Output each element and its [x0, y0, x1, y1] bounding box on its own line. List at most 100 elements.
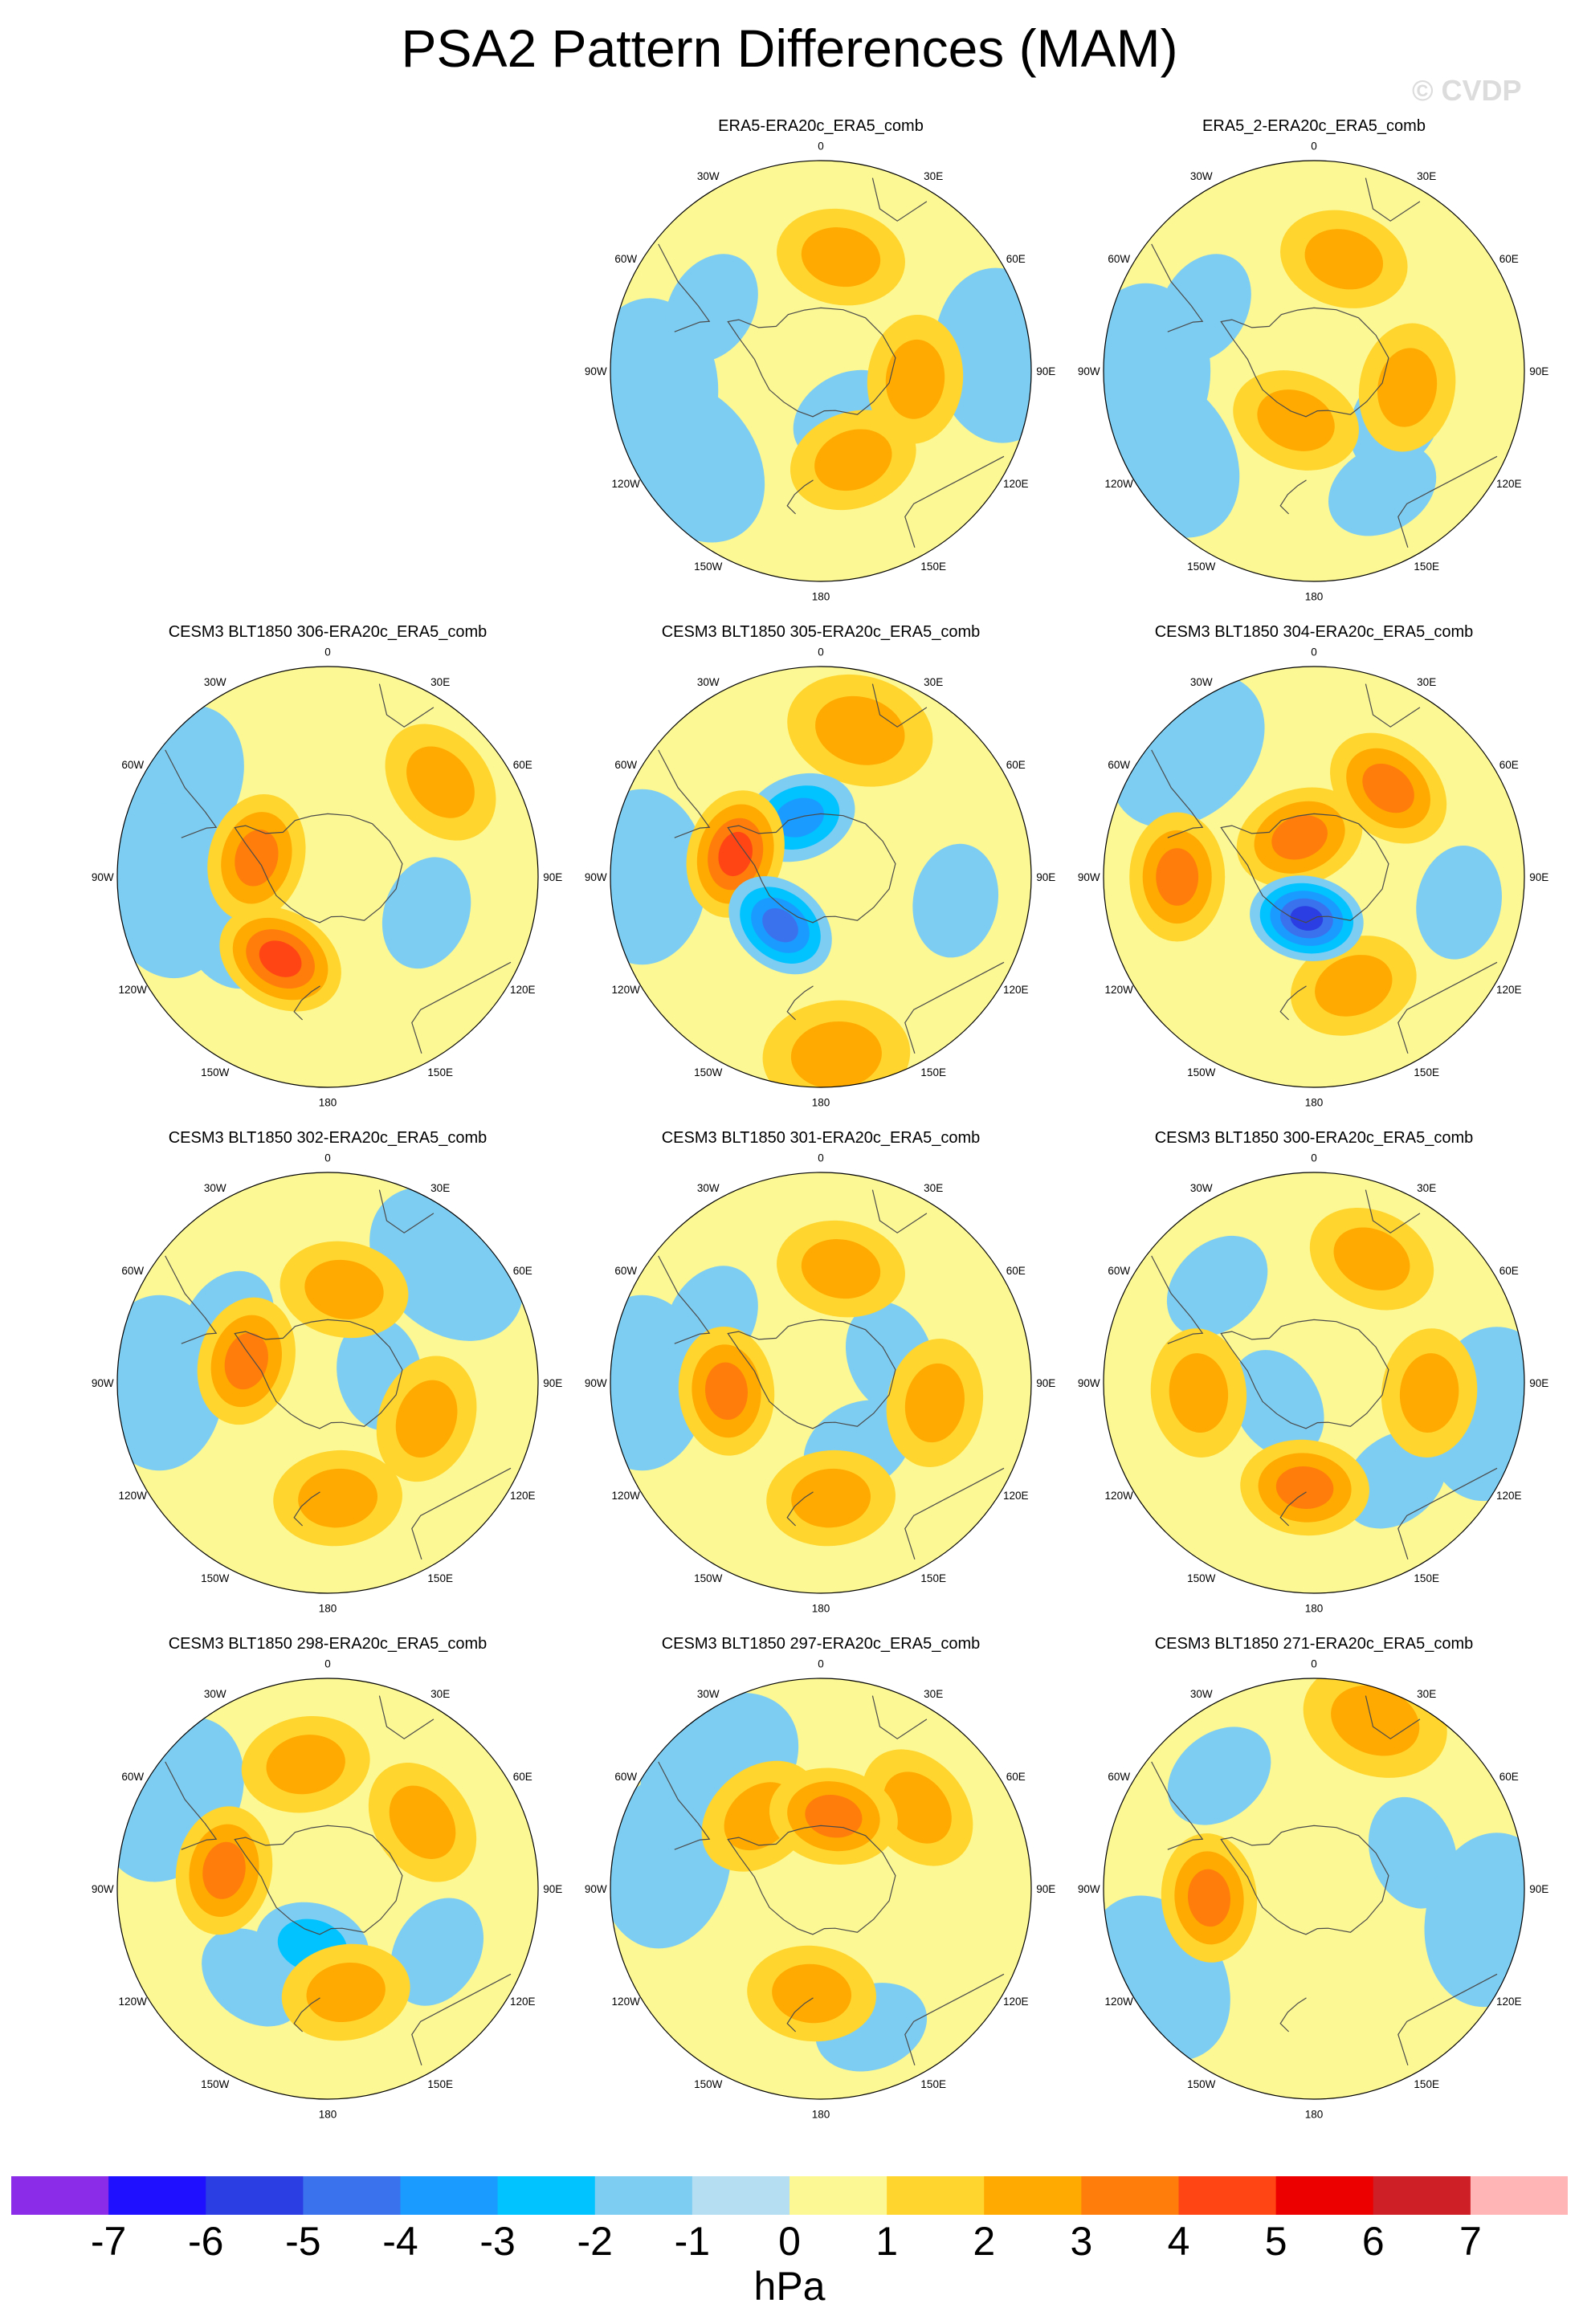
polar-map: 0 30E 60E 90E 120E 150E 180 150W 120W 90W 60W 30W [92, 1658, 562, 2121]
colorbar-swatch [1275, 2176, 1374, 2215]
antarctica-coastline [727, 1825, 896, 1935]
longitude-label: 180 [1305, 2108, 1324, 2120]
longitude-label: 90E [1036, 1883, 1055, 1895]
polar-map: 0 30E 60E 90E 120E 150E 180 150W 120W 90W 60W 30W [92, 1152, 562, 1615]
map-border [1103, 666, 1525, 1088]
longitude-label: 30W [1190, 170, 1213, 182]
polar-map: 0 30E 60E 90E 120E 150E 180 150W 120W 90W 60W 30W [1078, 1152, 1548, 1615]
colorbar-tick-label: -5 [285, 2219, 321, 2264]
antarctica-coastline [727, 307, 896, 418]
south-america-coastline [165, 749, 218, 838]
map-border [116, 1678, 539, 2100]
new-zealand-coastline [786, 985, 814, 1021]
anomaly-contour [1290, 906, 1324, 931]
australia-coastline [904, 1467, 1005, 1560]
anomaly-contour [117, 803, 236, 979]
south-america-coastline [165, 1761, 218, 1850]
new-zealand-coastline [293, 1997, 320, 2032]
panel-title: CESM3 BLT1850 302-ERA20c_ERA5_comb [168, 1129, 488, 1147]
colorbar-tick-label: -2 [577, 2219, 613, 2264]
new-zealand-coastline [1279, 479, 1307, 515]
longitude-label: 90E [543, 1377, 562, 1389]
anomaly-contour [791, 1468, 871, 1528]
anomaly-contour [1328, 442, 1437, 536]
longitude-label: 120W [612, 984, 641, 996]
longitude-label: 150W [694, 561, 723, 573]
anomaly-contour [1304, 229, 1384, 290]
longitude-label: 30E [1417, 1182, 1436, 1194]
polar-map: 0 30E 60E 90E 120E 150E 180 150W 120W 90W 60W 30W [585, 646, 1055, 1109]
map-panel: CESM3 BLT1850 302-ERA20c_ERA5_comb 0 30E 60… [79, 1129, 577, 1627]
anomaly-contour [610, 789, 708, 965]
longitude-label: 120W [1105, 984, 1134, 996]
longitude-label: 30E [430, 676, 450, 688]
map-panel: CESM3 BLT1850 300-ERA20c_ERA5_comb 0 30E 60… [1065, 1129, 1563, 1627]
panel-title: CESM3 BLT1850 298-ERA20c_ERA5_comb [168, 1635, 488, 1653]
longitude-label: 30E [1417, 676, 1436, 688]
africa-coastline [378, 683, 435, 728]
panel-title: CESM3 BLT1850 297-ERA20c_ERA5_comb [661, 1635, 981, 1653]
longitude-label: 30W [697, 1688, 720, 1700]
longitude-label: 120E [1003, 478, 1029, 490]
longitude-label: 60E [1006, 253, 1026, 265]
panel-title: CESM3 BLT1850 301-ERA20c_ERA5_comb [661, 1129, 981, 1147]
longitude-label: 150E [1414, 2078, 1439, 2090]
longitude-label: 60E [513, 1265, 532, 1277]
south-america-coastline [658, 1255, 711, 1344]
longitude-label: 60E [1006, 1265, 1026, 1277]
map-border [610, 666, 1032, 1088]
longitude-label: 120W [612, 1996, 641, 2008]
longitude-label: 120W [1105, 1490, 1134, 1502]
new-zealand-coastline [1279, 1997, 1307, 2032]
colorbar-tick-label: 1 [875, 2219, 899, 2264]
longitude-label: 150E [920, 2078, 946, 2090]
longitude-label: 120E [1496, 1996, 1522, 2008]
longitude-label: 180 [812, 1096, 830, 1108]
map-panel: ERA5_2-ERA20c_ERA5_comb 0 30E 60E 90E 120E 150… [1065, 117, 1563, 615]
longitude-label: 60W [1108, 1771, 1130, 1783]
units-label: hPa [753, 2264, 826, 2309]
anomaly-contour [912, 843, 999, 958]
longitude-label: 60W [614, 759, 637, 771]
longitude-label: 30E [924, 676, 943, 688]
longitude-label: 120W [1105, 1996, 1134, 2008]
panel-title: ERA5-ERA20c_ERA5_comb [718, 117, 924, 135]
longitude-label: 120E [1003, 1996, 1029, 2008]
longitude-label: 120E [510, 1490, 536, 1502]
longitude-label: 60W [614, 253, 637, 265]
colorbar-tick-label: 3 [1070, 2219, 1093, 2264]
colorbar-tick-label: 7 [1459, 2219, 1482, 2264]
anomaly-contour [883, 1772, 952, 1844]
panel-title: CESM3 BLT1850 300-ERA20c_ERA5_comb [1154, 1129, 1474, 1147]
longitude-label: 30E [924, 1688, 943, 1700]
longitude-label: 120E [510, 1996, 536, 2008]
colorbar-swatch [108, 2176, 206, 2215]
longitude-label: 60W [1108, 1265, 1130, 1277]
south-america-coastline [165, 1255, 218, 1344]
longitude-label: 0 [1311, 1152, 1317, 1164]
anomaly-contour [1166, 1235, 1268, 1337]
longitude-label: 90W [585, 365, 607, 377]
anomaly-contour [664, 254, 758, 362]
colorbar-swatch [1373, 2176, 1471, 2215]
anomaly-contour [306, 1962, 386, 2023]
map-border [116, 666, 539, 1088]
panel-title: CESM3 BLT1850 305-ERA20c_ERA5_comb [661, 623, 981, 641]
map-border [610, 160, 1032, 582]
longitude-label: 150E [920, 1066, 946, 1078]
anomaly-contour [801, 1239, 881, 1299]
map-panel: CESM3 BLT1850 304-ERA20c_ERA5_comb 0 30E 60… [1065, 623, 1563, 1121]
polar-map: 0 30E 60E 90E 120E 150E 180 150W 120W 90W 60W 30W [1078, 141, 1548, 603]
antarctica-coastline [234, 1319, 403, 1429]
anomaly-contour [1416, 845, 1502, 960]
new-zealand-coastline [786, 1491, 814, 1527]
longitude-label: 150W [1187, 2078, 1216, 2090]
anomaly-contour [1157, 254, 1251, 362]
new-zealand-coastline [1279, 1491, 1307, 1527]
map-border [1103, 160, 1525, 582]
australia-coastline [904, 1973, 1005, 2065]
anomaly-contour [762, 907, 798, 943]
africa-coastline [871, 683, 928, 728]
anomaly-contour [815, 695, 905, 765]
colorbar-tick-label: -4 [382, 2219, 418, 2264]
